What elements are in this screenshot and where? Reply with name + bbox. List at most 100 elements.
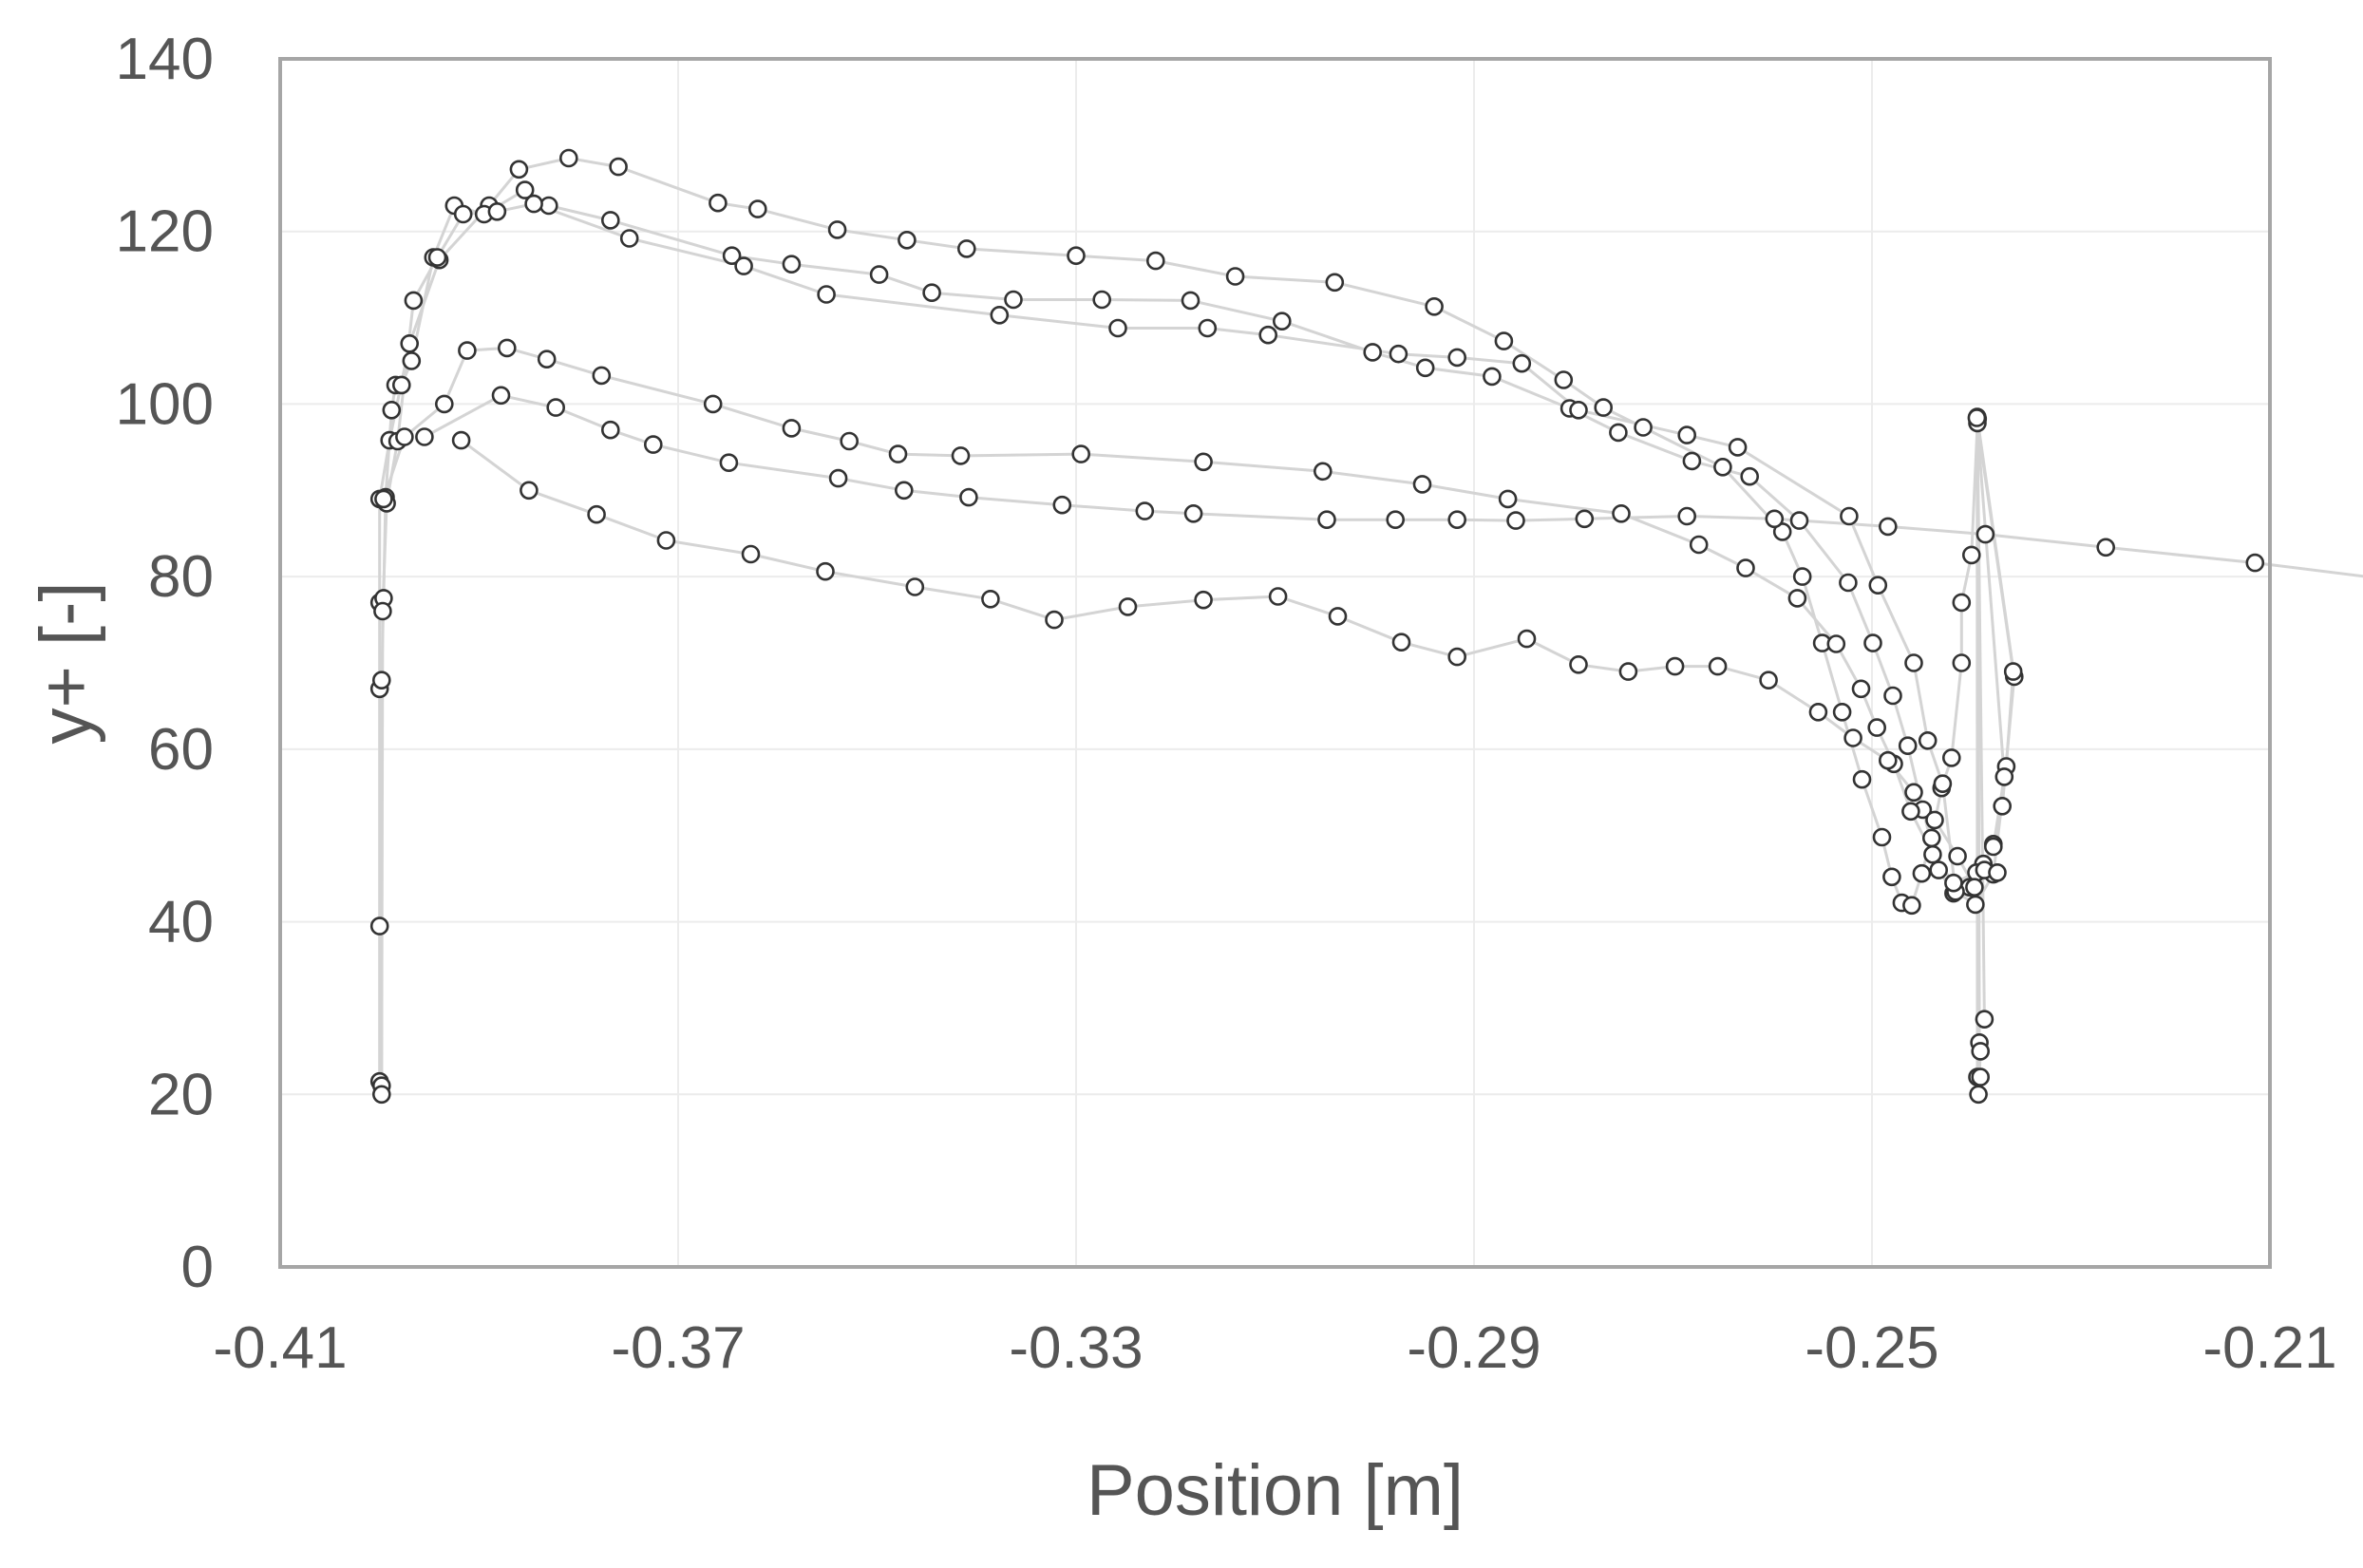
data-point <box>619 229 639 248</box>
data-point <box>558 148 578 168</box>
data-point <box>434 394 454 414</box>
data-point <box>1389 344 1408 364</box>
data-point <box>1612 503 1631 523</box>
data-point <box>1851 679 1871 699</box>
data-point <box>1787 589 1807 608</box>
data-point <box>395 427 414 446</box>
data-point <box>905 577 925 596</box>
data-point <box>1879 750 1898 770</box>
x-tick-label: -0.21 <box>2202 1315 2336 1381</box>
data-point <box>404 291 424 311</box>
data-point <box>1759 671 1778 690</box>
data-point <box>391 375 411 395</box>
data-point <box>703 394 723 414</box>
data-point <box>782 419 802 438</box>
data-point <box>1677 425 1696 444</box>
data-point <box>1868 576 1888 595</box>
data-point <box>1971 1042 1990 1061</box>
data-point <box>1923 844 1942 864</box>
data-point <box>1971 1067 1990 1086</box>
data-point <box>1740 466 1759 486</box>
data-point <box>2096 538 2115 557</box>
data-point <box>1483 367 1502 387</box>
data-point <box>1975 524 1995 544</box>
data-point <box>656 531 676 550</box>
x-tick-label: -0.29 <box>1407 1315 1541 1381</box>
data-point <box>1273 312 1292 331</box>
data-point <box>1962 545 1981 565</box>
data-point <box>1736 558 1755 577</box>
data-point <box>747 199 767 218</box>
plot-area-frame <box>278 57 2272 1269</box>
data-point <box>609 157 628 177</box>
data-point <box>1609 423 1628 443</box>
y-axis-title: y+ [-] <box>26 581 106 744</box>
data-point <box>1447 647 1466 667</box>
data-point <box>981 589 1000 609</box>
data-point <box>1898 736 1918 756</box>
data-point <box>643 435 663 454</box>
data-point <box>1268 587 1288 606</box>
data-point <box>709 193 728 213</box>
data-point <box>1922 828 1941 848</box>
data-point <box>1004 290 1023 310</box>
data-point <box>1071 444 1090 463</box>
data-point <box>951 446 971 465</box>
data-point <box>1925 810 1944 830</box>
data-point <box>402 351 422 370</box>
data-point <box>1883 686 1902 706</box>
data-point <box>1984 837 2003 857</box>
data-point <box>719 453 739 473</box>
data-point <box>1328 607 1348 626</box>
data-point <box>1325 273 1345 293</box>
data-point <box>453 204 473 224</box>
y-tick-label: 80 <box>148 544 214 610</box>
data-point <box>1634 418 1653 437</box>
data-point <box>1425 296 1444 316</box>
data-point <box>1965 878 1984 897</box>
data-point <box>734 256 753 275</box>
x-tick-label: -0.37 <box>611 1315 745 1381</box>
y-tick-label: 120 <box>116 199 214 265</box>
data-point <box>546 398 566 417</box>
data-point <box>1772 522 1792 541</box>
data-point <box>374 489 393 509</box>
data-point <box>1317 510 1336 530</box>
data-point <box>1952 653 1972 672</box>
data-point <box>600 420 620 440</box>
data-point <box>1447 510 1466 530</box>
data-point <box>1904 653 1923 672</box>
data-point <box>1993 796 2012 816</box>
data-point <box>1994 767 2014 786</box>
data-point <box>1569 400 1588 420</box>
data-point <box>1415 358 1435 378</box>
data-point <box>1904 783 1923 803</box>
data-point <box>1839 573 1858 593</box>
data-point <box>894 481 914 501</box>
data-point <box>959 487 978 507</box>
data-point <box>1765 509 1785 529</box>
data-point <box>1882 867 1901 887</box>
data-point <box>1988 862 2007 882</box>
data-point <box>1135 501 1155 520</box>
x-tick-label: -0.41 <box>213 1315 347 1381</box>
data-point <box>1966 895 1985 915</box>
data-point <box>458 341 477 360</box>
data-point <box>827 220 847 239</box>
data-point <box>828 468 848 488</box>
data-point <box>1092 290 1111 310</box>
data-point <box>1665 656 1685 676</box>
data-point <box>1198 318 1218 338</box>
x-tick-label: -0.33 <box>1009 1315 1143 1381</box>
data-point <box>1052 495 1072 515</box>
data-point <box>2003 662 2023 681</box>
data-point <box>1728 438 1748 457</box>
data-point <box>840 431 860 451</box>
data-point <box>1713 457 1732 477</box>
data-point <box>1708 656 1728 676</box>
data-point <box>1314 462 1333 482</box>
data-point <box>1867 718 1886 737</box>
data-point <box>371 1085 391 1105</box>
data-point <box>922 283 941 303</box>
